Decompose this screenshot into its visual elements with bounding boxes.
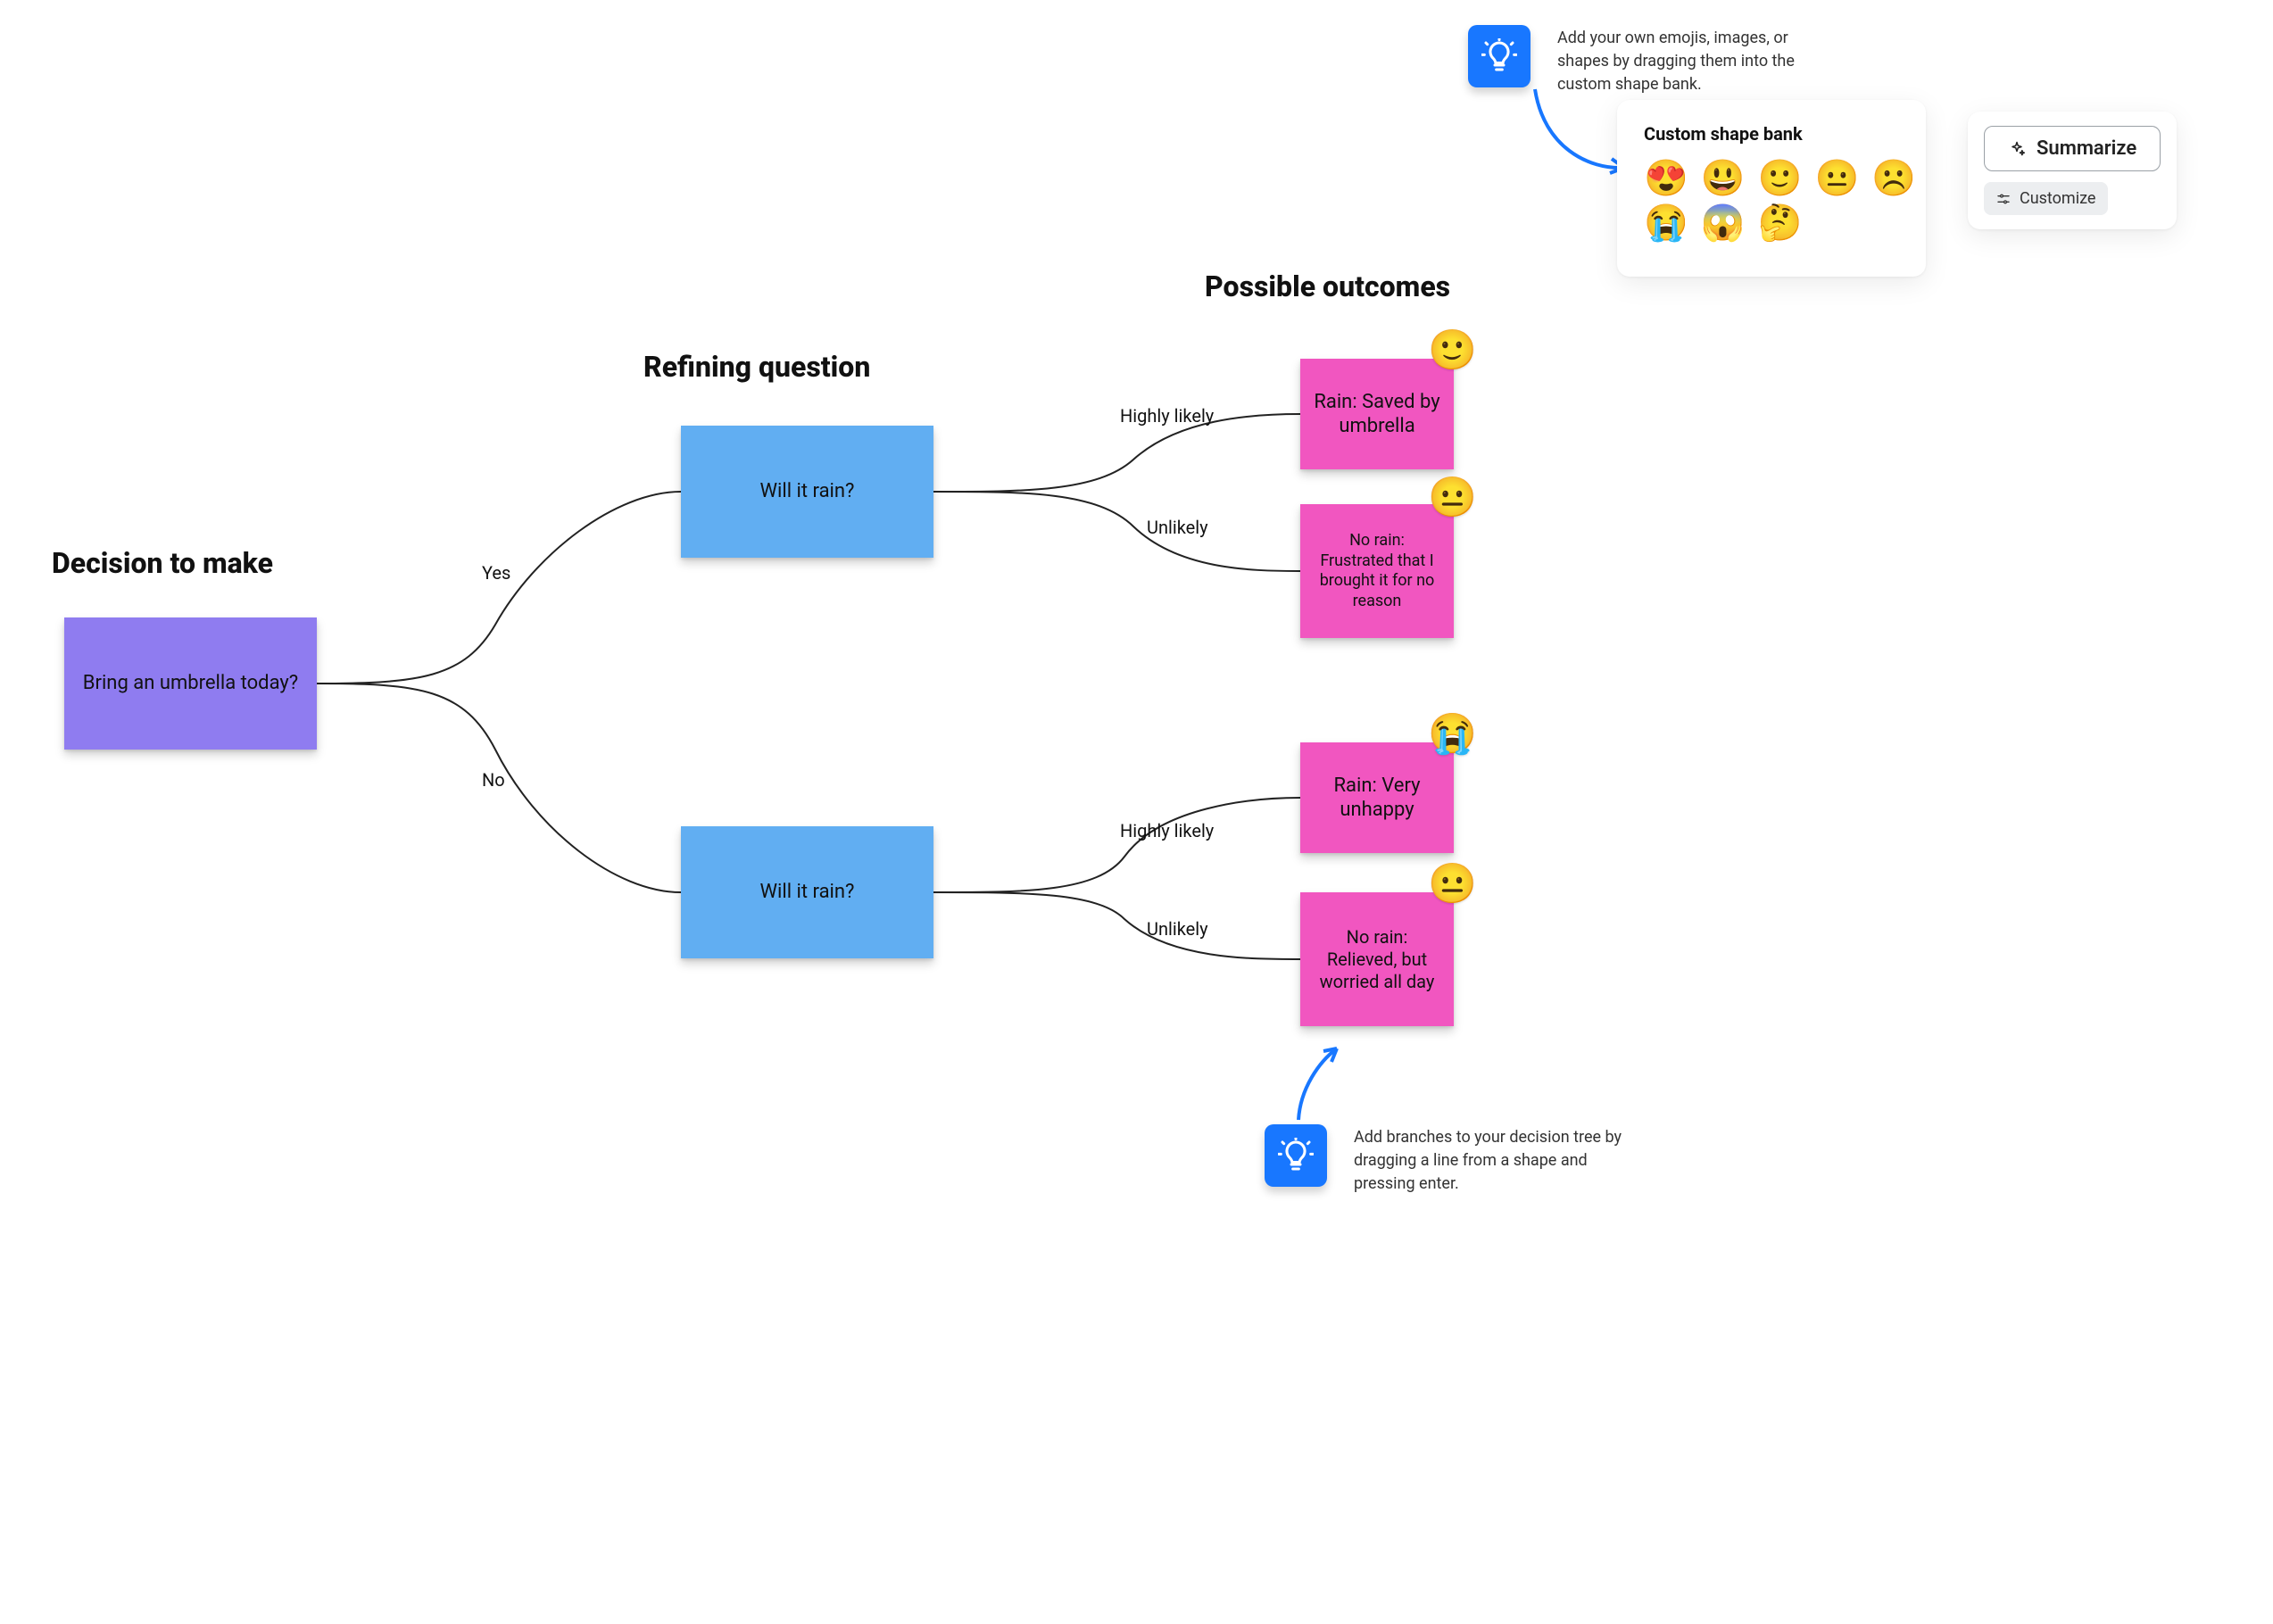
edge-path: [317, 492, 681, 684]
edge-label-highly-likely: Highly likely: [1120, 405, 1214, 427]
shape-bank-title: Custom shape bank: [1644, 123, 1899, 145]
custom-shape-bank[interactable]: Custom shape bank 😍 😃 🙂 😐 ☹️ 😭 😱 🤔: [1617, 100, 1926, 277]
neutral-icon[interactable]: 😐: [1428, 864, 1477, 903]
edge-label-unlikely: Unlikely: [1147, 918, 1208, 940]
summarize-label: Summarize: [2037, 137, 2136, 160]
emoji-row: 😍 😃 🙂 😐 ☹️: [1644, 161, 1899, 196]
action-panel: Summarize Customize: [1968, 112, 2177, 229]
heading-refining: Refining question: [643, 350, 870, 384]
customize-button[interactable]: Customize: [1984, 182, 2108, 215]
summarize-button[interactable]: Summarize: [1984, 126, 2161, 171]
smile-icon[interactable]: 🙂: [1428, 330, 1477, 369]
sliders-icon: [1996, 192, 2011, 206]
edge-label-unlikely: Unlikely: [1147, 517, 1208, 538]
thinking-icon[interactable]: 🤔: [1758, 205, 1803, 241]
hint-text-bottom: Add branches to your decision tree by dr…: [1354, 1126, 1639, 1196]
edge-path: [933, 798, 1300, 892]
heading-outcomes: Possible outcomes: [1205, 269, 1450, 303]
frown-icon[interactable]: ☹️: [1871, 161, 1916, 196]
whiteboard-canvas[interactable]: Decision to make Refining question Possi…: [0, 0, 2273, 1624]
node-outcome-4[interactable]: No rain: Relieved, but worried all day: [1300, 892, 1454, 1026]
hint-tile-bottom[interactable]: [1265, 1124, 1327, 1187]
customize-label: Customize: [2020, 189, 2095, 208]
node-outcome-1[interactable]: Rain: Saved by umbrella: [1300, 359, 1454, 469]
node-root[interactable]: Bring an umbrella today?: [64, 617, 317, 750]
emoji-row: 😭 😱 🤔: [1644, 205, 1899, 241]
node-outcome-2[interactable]: No rain: Frustrated that I brought it fo…: [1300, 504, 1454, 638]
edge-path: [933, 492, 1300, 571]
smile-icon[interactable]: 😃: [1701, 161, 1746, 196]
crying-icon[interactable]: 😭: [1428, 714, 1477, 753]
edges-layer: [0, 0, 2273, 1624]
arrow-top: [0, 0, 2273, 357]
neutral-icon[interactable]: 😐: [1814, 161, 1859, 196]
edge-label-yes: Yes: [482, 562, 510, 584]
lightbulb-icon: [1278, 1138, 1314, 1173]
sparkle-icon: [2008, 140, 2026, 158]
edge-path: [933, 414, 1300, 492]
edge-label-no: No: [482, 769, 505, 791]
crying-icon[interactable]: 😭: [1644, 205, 1688, 241]
slight-smile-icon[interactable]: 🙂: [1758, 161, 1803, 196]
hint-tile-top[interactable]: [1468, 25, 1531, 87]
node-question-yes[interactable]: Will it rain?: [681, 426, 933, 558]
scream-icon[interactable]: 😱: [1701, 205, 1746, 241]
arrow-bottom: [0, 0, 2273, 1624]
edge-path: [933, 892, 1300, 959]
hint-text-top: Add your own emojis, images, or shapes b…: [1557, 27, 1843, 96]
heart-eyes-icon[interactable]: 😍: [1644, 161, 1688, 196]
node-question-no[interactable]: Will it rain?: [681, 826, 933, 958]
heading-decision: Decision to make: [52, 546, 273, 580]
neutral-icon[interactable]: 😐: [1428, 477, 1477, 517]
lightbulb-icon: [1481, 38, 1517, 74]
edge-label-highly-likely: Highly likely: [1120, 820, 1214, 841]
node-outcome-3[interactable]: Rain: Very unhappy: [1300, 742, 1454, 853]
